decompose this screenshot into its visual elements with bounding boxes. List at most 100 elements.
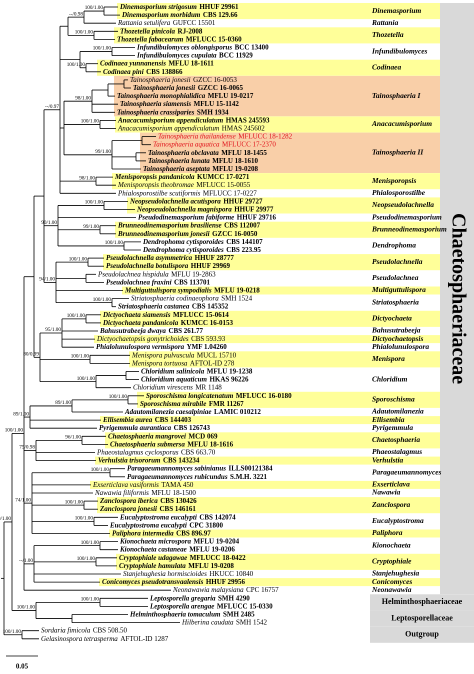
- taxon-name: Chaetosphaeria submersa: [110, 440, 185, 448]
- taxon-name: Paragaeumannomyces rubicundus: [127, 472, 228, 480]
- taxon-name: Nawawia filiformis: [94, 489, 149, 497]
- taxon-strain: MFLUCC 17-2370: [222, 140, 276, 148]
- support-value: 75/0.98: [19, 445, 35, 451]
- taxon-name: Cryptophiale udagawae: [119, 553, 187, 561]
- taxon-name: Exserticlava vasiformis: [92, 481, 159, 489]
- taxon-strain: HKUCC 10840: [209, 570, 253, 578]
- taxon-strain: FMR 11267: [209, 400, 244, 408]
- support-value: 100/1.00: [81, 597, 100, 603]
- clade-label: Brunneodinemasporium: [371, 224, 447, 233]
- taxon-label: Bahusutrabeeja dwaya CBS 261.77: [99, 327, 204, 335]
- taxon-label: Tainosphaeria jonesii GZCC 16-0065: [133, 84, 243, 92]
- taxon-strain: MFLUCC 15-0055: [196, 181, 250, 189]
- taxon-strain: MFLU 18-1616: [187, 440, 233, 448]
- taxon-name: Tainosphaeria siamensis: [120, 100, 191, 108]
- taxon-label: Pyrigemmula aurantiaca CBS 126743: [99, 424, 211, 432]
- taxon-label: Paragaeumannomyces rubicundus S.M.H. 3221: [127, 472, 267, 480]
- clade-label: Neopseudolachnella: [371, 200, 434, 209]
- support-value: 89/1.00: [55, 400, 71, 406]
- taxon-label: Striatosphaeria codinaeophora SMH 1524: [131, 294, 253, 302]
- taxon-name: Leptosporella gregaria: [149, 594, 216, 602]
- taxon-name: Sporoschisma longicatenatum: [146, 391, 234, 399]
- taxon-label: Zanclospora jonesii CBS 146161: [99, 505, 196, 513]
- taxon-name: Multiguttulispora sympodialis: [124, 286, 212, 294]
- taxon-label: Tainosphaeria lunata MFLU 18-1610: [148, 157, 258, 165]
- taxon-strain: CBS 129.66: [203, 11, 238, 19]
- taxon-name: Neopseudolachnella acutispora: [129, 197, 221, 205]
- taxon-name: Menisporopsis theobromae: [117, 181, 194, 189]
- taxon-strain: HHUF 29727: [223, 197, 263, 205]
- support-value: 100/1.00: [85, 200, 104, 206]
- taxon-label: Brunneodinemasporium brasiliense CBS 1120…: [117, 221, 261, 229]
- taxon-label: Codinaea yunnanensis MFLU 18-1611: [100, 59, 214, 67]
- taxon-label: Paliphora intermedia CBS 896.97: [112, 529, 211, 537]
- clade-label: Sporoschisma: [372, 395, 415, 404]
- taxon-name: Pseudolachnea fraxini: [106, 278, 172, 286]
- taxon-label: Dendrophoma cytisporoides CBS 144107: [142, 238, 263, 246]
- clade-band: [137, 391, 440, 408]
- taxon-name: Tainosphaeria lunata: [148, 157, 210, 165]
- taxon-strain: CBS 144107: [226, 238, 263, 246]
- taxon-strain: CBS 508.50: [93, 626, 128, 634]
- taxon-name: Brunneodinemasporium brasiliense: [117, 221, 222, 229]
- taxon-strain: MFLUCC 18-1282: [238, 132, 292, 140]
- clade-band: [103, 254, 440, 271]
- taxon-label: Menisporopsis theobromae MFLUCC 15-0055: [117, 181, 251, 189]
- taxon-strain: MR 1148: [195, 383, 222, 391]
- taxon-label: Tainosphaeria jonesii GZCC 16-0053: [130, 76, 237, 84]
- taxon-label: Nawawia filiformis MFLU 18-1500: [94, 489, 196, 497]
- tree: [1, 6, 180, 657]
- taxon-name: Conicomyces pseudotransvaalensis: [102, 578, 204, 586]
- taxon-strain: MFLU 18-1611: [168, 59, 214, 67]
- clade-label: Phialolunulospora: [372, 342, 429, 351]
- clade-label: Kionochaeta: [371, 540, 411, 549]
- clade-band: [115, 221, 440, 238]
- taxon-strain: CBS 143234: [163, 456, 200, 464]
- taxon-name: Helminthosphaeria tomaculum: [129, 610, 221, 618]
- taxon-label: Sporoschisma mirabile FMR 11267: [140, 400, 244, 408]
- taxon-name: Dictyochaeta siamensis: [102, 310, 171, 318]
- clade-label: Adautomilanezia: [371, 407, 424, 416]
- support-value: 98/1.00: [75, 95, 91, 101]
- backgrounds: [90, 3, 474, 643]
- taxon-name: Gelasinospora tetrasperma: [41, 634, 118, 642]
- taxon-label: Dinemasporium morbidum CBS 129.66: [121, 11, 238, 19]
- group-label: Helminthosphaeriaceae: [382, 597, 463, 606]
- clade-label: Verhulstia: [372, 455, 404, 464]
- taxon-name: Paliphora intermedia: [112, 529, 174, 537]
- support-value: 100/1.00: [109, 394, 128, 400]
- taxon-label: Conicomyces pseudotransvaalensis HHUF 299…: [102, 578, 246, 586]
- taxon-name: Infundibulomyces oblongisporus: [136, 43, 232, 51]
- clade-label: Nawawia: [371, 488, 401, 497]
- taxon-strain: SMH 2485: [223, 610, 255, 618]
- clade-band: [127, 197, 440, 214]
- support-value: 100/1.00: [105, 240, 124, 246]
- taxon-strain: SMH 1934: [197, 108, 229, 116]
- support-value: 95/1.00: [45, 327, 61, 333]
- taxon-strain: GUFCC 15501: [173, 19, 216, 27]
- taxon-strain: MFLU 19-0206: [189, 545, 235, 553]
- taxon-strain: MFLU 19-1238: [207, 367, 253, 375]
- support-value: 100/1.00: [67, 62, 86, 68]
- taxon-name: Dendrophoma cytisporoides: [142, 238, 224, 246]
- support-value: 100/1.00: [65, 499, 84, 505]
- support-value: 100/1.00: [81, 119, 100, 125]
- taxon-strain: HHUF 29956: [206, 578, 246, 586]
- taxon-name: Tainosphaeria aseptata: [143, 165, 210, 173]
- taxon-strain: CBS 593.93: [191, 335, 226, 343]
- clade-label: Rattania: [371, 18, 399, 27]
- taxon-strain: CBS 112007: [224, 221, 260, 229]
- taxon-strain: MFLUCC 15-0360: [186, 35, 242, 43]
- support-value: 96/1.00: [65, 435, 81, 441]
- taxon-name: Tainosphaeria obclavata: [148, 148, 219, 156]
- taxon-name: Pyrigemmula aurantiaca: [99, 424, 172, 432]
- support-value: 100/1.00: [0, 516, 11, 522]
- taxon-label: Tainosphaeria obclavata MFLU 18-1455: [148, 148, 267, 156]
- taxon-name: Rattania setulifera: [117, 19, 171, 27]
- group-label: Leptosporellaceae: [391, 613, 453, 622]
- taxon-label: Codinaea pini CBS 138866: [103, 67, 183, 75]
- support-value: 100/1.00: [75, 30, 94, 36]
- taxon-strain: CBS 113701: [174, 278, 210, 286]
- taxon-strain: MFLUCC 17-0227: [203, 189, 257, 197]
- taxon-strain: S.M.H. 3221: [230, 472, 267, 480]
